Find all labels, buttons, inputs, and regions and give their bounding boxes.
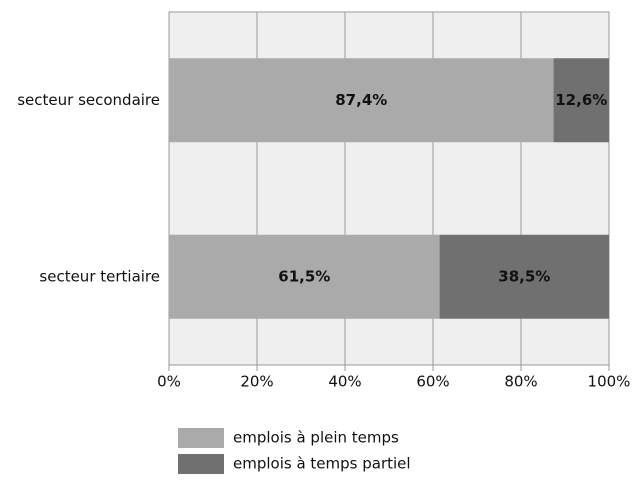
data-label: 38,5% bbox=[498, 267, 550, 285]
legend-swatch bbox=[178, 428, 224, 448]
y-tick-label: secteur tertiaire bbox=[39, 267, 160, 285]
x-tick-label: 20% bbox=[240, 373, 273, 391]
data-label: 61,5% bbox=[278, 267, 330, 285]
x-tick-label: 60% bbox=[416, 373, 449, 391]
legend-label: emplois à temps partiel bbox=[233, 455, 411, 473]
x-tick-label: 100% bbox=[588, 373, 631, 391]
y-tick-label: secteur secondaire bbox=[17, 91, 160, 109]
data-label: 87,4% bbox=[335, 91, 387, 109]
x-tick-label: 40% bbox=[328, 373, 361, 391]
legend-label: emplois à plein temps bbox=[233, 429, 399, 447]
data-label: 12,6% bbox=[555, 91, 607, 109]
legend-swatch bbox=[178, 454, 224, 474]
bar-segment bbox=[169, 234, 440, 319]
x-tick-label: 0% bbox=[157, 373, 181, 391]
x-tick-label: 80% bbox=[504, 373, 537, 391]
bar-segment bbox=[439, 234, 609, 319]
bar-segment bbox=[169, 58, 554, 143]
bar-segment bbox=[553, 58, 609, 143]
